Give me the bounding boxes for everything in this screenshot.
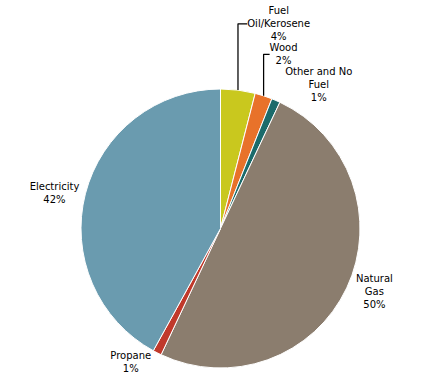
svg-text:NaturalGas50%: NaturalGas50% [356,273,393,310]
svg-text:Other and NoFuel1%: Other and NoFuel1% [285,66,352,103]
svg-text:Propane1%: Propane1% [110,350,151,374]
svg-text:Electricity42%: Electricity42% [30,181,80,205]
svg-text:Wood2%: Wood2% [270,42,298,66]
svg-text:FuelOil/Kerosene4%: FuelOil/Kerosene4% [247,5,310,42]
